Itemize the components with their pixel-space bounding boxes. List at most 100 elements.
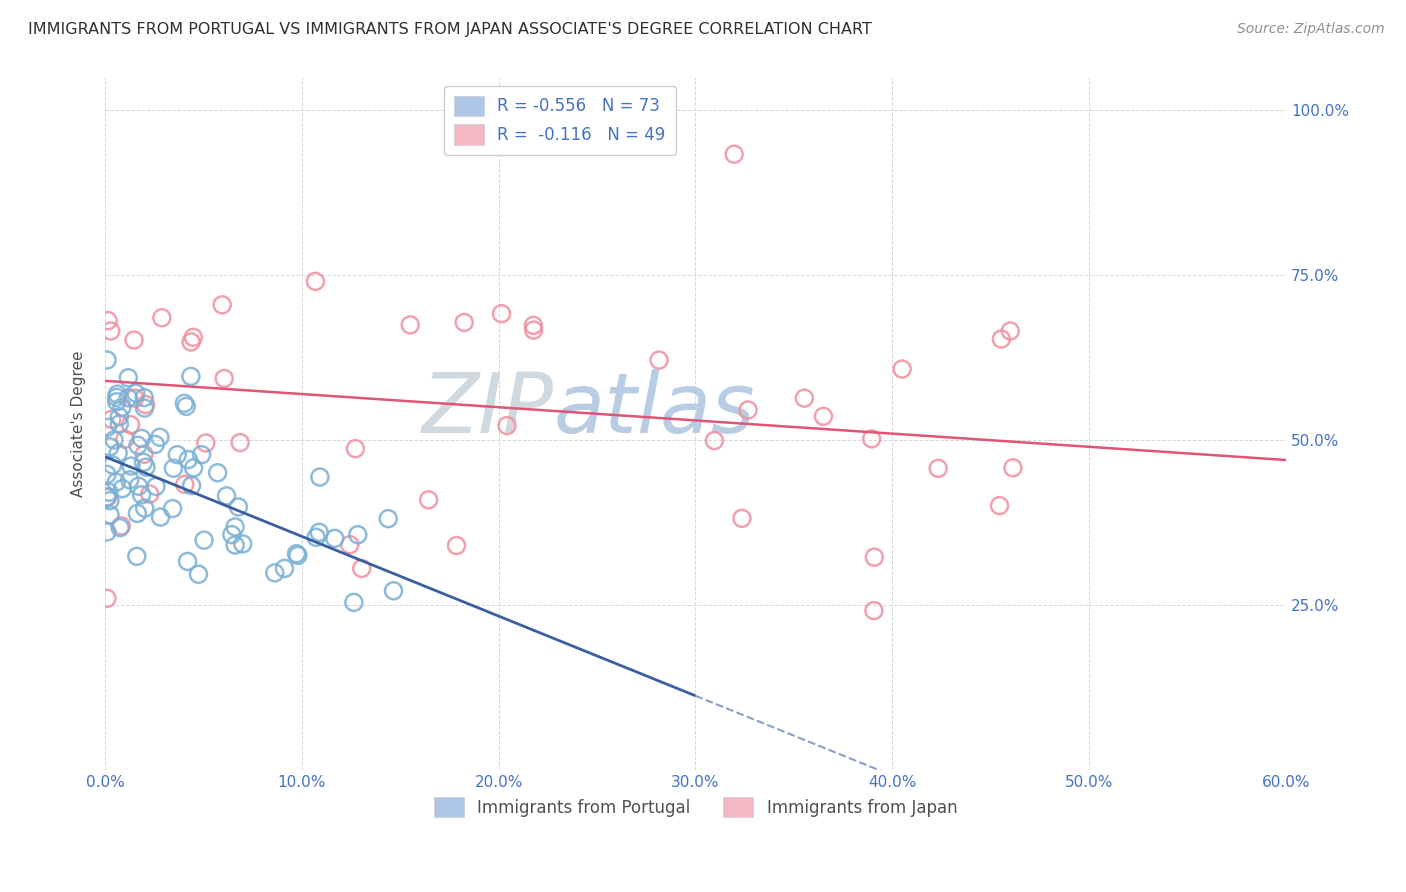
Point [105, 390, 128, 404]
Point [128, 479, 150, 493]
Point [229, 435, 252, 450]
Point [150, 310, 173, 325]
Y-axis label: Associate's Degree: Associate's Degree [72, 351, 86, 497]
Point [863, 550, 886, 565]
Point [350, 561, 373, 575]
Point [263, 566, 285, 580]
Point [118, 473, 141, 487]
Point [215, 489, 238, 503]
Point [131, 488, 153, 502]
Point [323, 532, 346, 546]
Text: ZIP: ZIP [422, 369, 554, 450]
Point [194, 436, 217, 450]
Point [446, 539, 468, 553]
Point [125, 386, 148, 401]
Point [212, 371, 235, 385]
Point [107, 446, 129, 460]
Point [181, 330, 204, 344]
Point [97, 313, 120, 327]
Point [149, 510, 172, 524]
Point [891, 362, 914, 376]
Point [731, 511, 754, 525]
Point [193, 533, 215, 548]
Text: atlas: atlas [554, 369, 755, 450]
Point [162, 461, 184, 475]
Legend: Immigrants from Portugal, Immigrants from Japan: Immigrants from Portugal, Immigrants fro… [427, 790, 965, 824]
Point [111, 482, 134, 496]
Point [1001, 460, 1024, 475]
Point [860, 432, 883, 446]
Point [111, 401, 134, 415]
Point [988, 499, 1011, 513]
Point [343, 595, 366, 609]
Point [135, 460, 157, 475]
Point [377, 511, 399, 525]
Point [1000, 324, 1022, 338]
Point [174, 400, 197, 414]
Point [723, 147, 745, 161]
Point [273, 561, 295, 575]
Point [173, 477, 195, 491]
Point [339, 538, 361, 552]
Point [98, 440, 121, 454]
Point [100, 412, 122, 426]
Point [173, 396, 195, 410]
Point [131, 432, 153, 446]
Point [813, 409, 835, 424]
Point [221, 527, 243, 541]
Point [177, 452, 200, 467]
Point [648, 353, 671, 368]
Point [145, 479, 167, 493]
Point [124, 391, 146, 405]
Point [122, 333, 145, 347]
Point [703, 434, 725, 448]
Point [309, 470, 332, 484]
Point [108, 521, 131, 535]
Text: Source: ZipAtlas.com: Source: ZipAtlas.com [1237, 22, 1385, 37]
Point [96, 491, 118, 505]
Point [522, 318, 544, 333]
Point [134, 391, 156, 405]
Point [98, 508, 121, 522]
Point [207, 466, 229, 480]
Point [101, 458, 124, 472]
Point [96, 490, 118, 504]
Point [304, 274, 326, 288]
Point [149, 430, 172, 444]
Point [96, 524, 118, 539]
Point [132, 455, 155, 469]
Point [127, 507, 149, 521]
Point [737, 403, 759, 417]
Point [232, 537, 254, 551]
Point [134, 401, 156, 415]
Point [285, 547, 308, 561]
Point [96, 353, 118, 368]
Point [224, 538, 246, 552]
Point [176, 554, 198, 568]
Point [522, 323, 544, 337]
Point [138, 487, 160, 501]
Point [308, 525, 330, 540]
Point [96, 591, 118, 606]
Point [103, 433, 125, 447]
Point [114, 432, 136, 446]
Point [132, 447, 155, 461]
Point [418, 492, 440, 507]
Point [187, 567, 209, 582]
Point [453, 316, 475, 330]
Point [183, 460, 205, 475]
Point [98, 493, 121, 508]
Point [496, 418, 519, 433]
Point [117, 370, 139, 384]
Point [863, 604, 886, 618]
Text: IMMIGRANTS FROM PORTUGAL VS IMMIGRANTS FROM JAPAN ASSOCIATE'S DEGREE CORRELATION: IMMIGRANTS FROM PORTUGAL VS IMMIGRANTS F… [28, 22, 872, 37]
Point [108, 417, 131, 431]
Point [100, 324, 122, 338]
Point [166, 448, 188, 462]
Point [180, 334, 202, 349]
Point [224, 520, 246, 534]
Point [162, 501, 184, 516]
Point [98, 485, 121, 500]
Point [134, 501, 156, 516]
Point [96, 420, 118, 434]
